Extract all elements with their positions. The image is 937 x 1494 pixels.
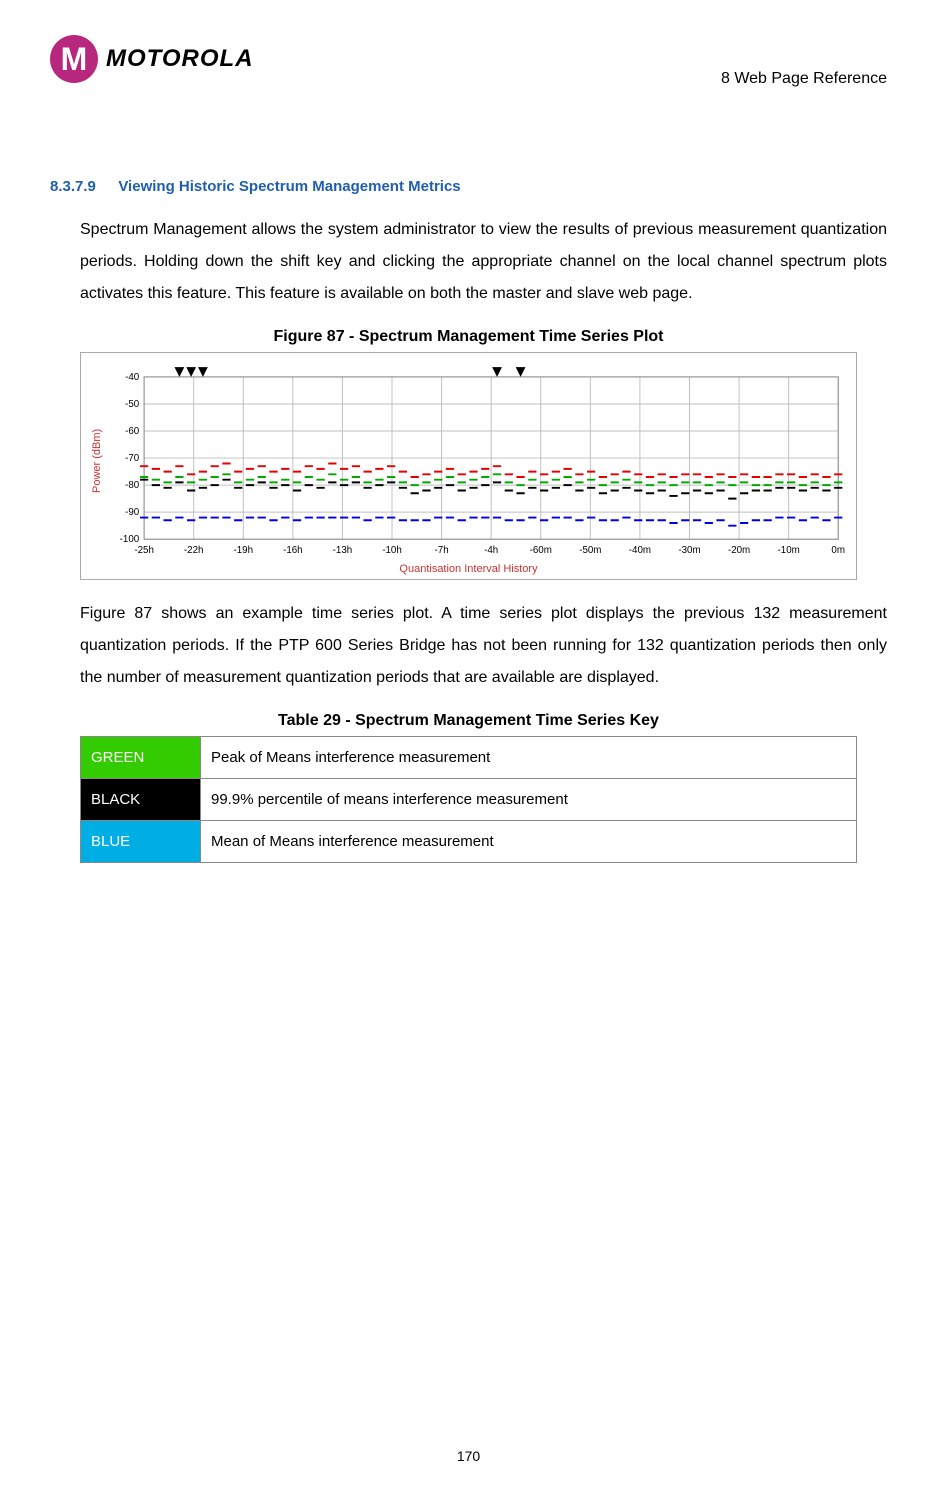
table-row: BLACK99.9% percentile of means interfere… [81, 779, 857, 821]
svg-text:-4h: -4h [484, 545, 498, 556]
svg-text:-20m: -20m [728, 545, 750, 556]
svg-text:-22h: -22h [184, 545, 204, 556]
page-header: M MOTOROLA 8 Web Page Reference [50, 30, 887, 88]
paragraph-explain: Figure 87 shows an example time series p… [80, 598, 887, 694]
brand-logo: M MOTOROLA [50, 35, 254, 83]
svg-text:-25h: -25h [134, 545, 154, 556]
key-color-cell: BLUE [81, 821, 201, 863]
svg-text:-13h: -13h [333, 545, 353, 556]
svg-text:-50: -50 [125, 399, 140, 410]
key-desc-cell: Mean of Means interference measurement [201, 821, 857, 863]
svg-text:-16h: -16h [283, 545, 303, 556]
svg-text:-60: -60 [125, 426, 140, 437]
page-number: 170 [0, 1448, 937, 1464]
section-heading: 8.3.7.9 Viewing Historic Spectrum Manage… [50, 178, 887, 196]
table-row: BLUEMean of Means interference measureme… [81, 821, 857, 863]
logo-letter: M [61, 41, 88, 78]
svg-text:-90: -90 [125, 507, 140, 518]
motorola-logo-icon: M [50, 35, 98, 83]
svg-text:-10m: -10m [778, 545, 800, 556]
time-series-key-table: GREENPeak of Means interference measurem… [80, 736, 857, 863]
svg-text:-40m: -40m [629, 545, 651, 556]
svg-text:-7h: -7h [435, 545, 449, 556]
section-title: Viewing Historic Spectrum Management Met… [118, 178, 460, 195]
table-caption: Table 29 - Spectrum Management Time Seri… [50, 712, 887, 730]
figure-caption: Figure 87 - Spectrum Management Time Ser… [50, 328, 887, 346]
chart-plot-area: -40 -50 -60 -70 -80 -90 -100-25h -22h -19h -16h -1… [105, 361, 848, 561]
chapter-reference: 8 Web Page Reference [721, 70, 887, 88]
brand-name: MOTOROLA [106, 45, 254, 73]
chart-x-axis-label: Quantisation Interval History [89, 563, 848, 575]
svg-text:-100: -100 [120, 534, 140, 545]
svg-text:-70: -70 [125, 453, 140, 464]
time-series-chart: Power (dBm) -40 -50 -60 -70 -80 -90 -100-25h -2… [80, 352, 857, 580]
chart-y-axis-label: Power (dBm) [89, 361, 105, 561]
svg-text:-30m: -30m [678, 545, 700, 556]
key-color-cell: BLACK [81, 779, 201, 821]
svg-text:-40: -40 [125, 372, 140, 383]
table-row: GREENPeak of Means interference measurem… [81, 737, 857, 779]
key-color-cell: GREEN [81, 737, 201, 779]
svg-text:-60m: -60m [530, 545, 552, 556]
svg-text:-50m: -50m [579, 545, 601, 556]
svg-text:-10h: -10h [382, 545, 402, 556]
key-desc-cell: 99.9% percentile of means interference m… [201, 779, 857, 821]
section-number: 8.3.7.9 [50, 178, 96, 195]
svg-text:0m: 0m [831, 545, 845, 556]
svg-text:-19h: -19h [233, 545, 253, 556]
key-desc-cell: Peak of Means interference measurement [201, 737, 857, 779]
paragraph-intro: Spectrum Management allows the system ad… [80, 214, 887, 310]
svg-text:-80: -80 [125, 480, 140, 491]
